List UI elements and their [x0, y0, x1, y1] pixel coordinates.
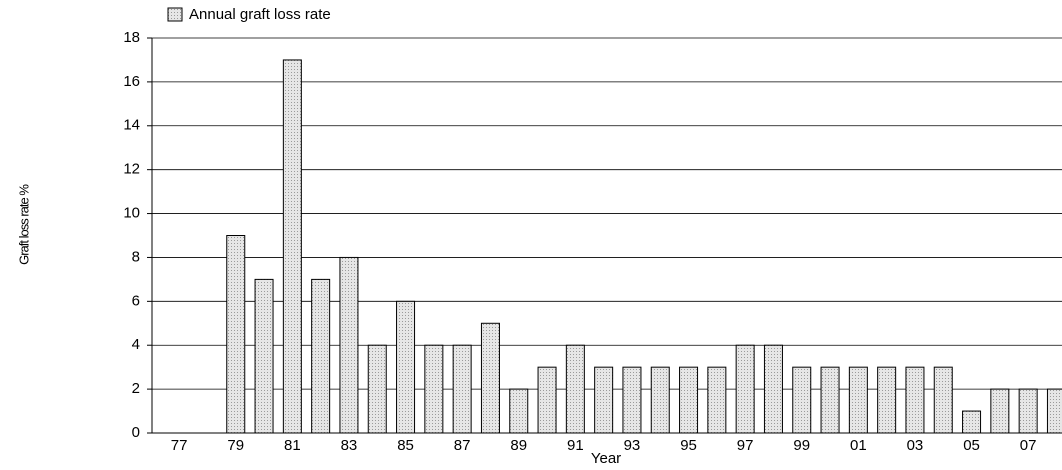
x-tick-label: 07	[1020, 437, 1037, 454]
y-tick-label: 12	[123, 161, 140, 178]
bar	[339, 256, 359, 434]
bar	[509, 388, 529, 434]
legend-swatch	[167, 7, 183, 22]
bar	[763, 344, 783, 434]
x-tick-label: 01	[850, 437, 867, 454]
bar	[396, 300, 416, 434]
bar	[1018, 388, 1038, 434]
y-axis-label: Graft loss rate %	[16, 184, 31, 265]
x-tick-label: 79	[227, 437, 244, 454]
x-tick-label: 83	[341, 437, 358, 454]
x-tick-label: 87	[454, 437, 471, 454]
x-axis-label: Year	[591, 450, 621, 467]
bar	[565, 344, 585, 434]
y-tick-label: 18	[123, 29, 140, 46]
y-tick-label: 10	[123, 205, 140, 222]
x-tick-label: 05	[963, 437, 980, 454]
x-tick-label: 77	[171, 437, 188, 454]
x-tick-label: 95	[680, 437, 697, 454]
x-tick-label: 97	[737, 437, 754, 454]
bar	[367, 344, 387, 434]
y-tick-label: 4	[132, 336, 140, 353]
x-tick-label: 03	[907, 437, 924, 454]
bar	[537, 366, 557, 434]
bar	[594, 366, 614, 434]
x-tick-label: 93	[624, 437, 641, 454]
y-tick-label: 16	[123, 73, 140, 90]
bar	[650, 366, 670, 434]
bar	[226, 235, 246, 434]
bar	[820, 366, 840, 434]
x-tick-label: 91	[567, 437, 584, 454]
x-tick-label: 81	[284, 437, 301, 454]
y-tick-label: 2	[132, 380, 140, 397]
bar	[848, 366, 868, 434]
bar	[990, 388, 1010, 434]
bar	[877, 366, 897, 434]
legend-label: Annual graft loss rate	[189, 6, 331, 23]
bar	[933, 366, 953, 434]
bar	[282, 59, 302, 434]
y-tick-label: 6	[132, 292, 140, 309]
x-tick-label: 89	[510, 437, 527, 454]
y-tick-label: 0	[132, 424, 140, 441]
bar	[962, 410, 982, 434]
bar	[1046, 388, 1062, 434]
y-tick-label: 14	[123, 117, 140, 134]
bar	[679, 366, 699, 434]
bar	[480, 322, 500, 434]
bar	[254, 278, 274, 434]
bar	[424, 344, 444, 434]
bar	[622, 366, 642, 434]
x-tick-label: 99	[793, 437, 810, 454]
bar	[792, 366, 812, 434]
bar	[905, 366, 925, 434]
bar	[452, 344, 472, 434]
bar	[707, 366, 727, 434]
x-tick-label: 85	[397, 437, 414, 454]
bar	[311, 278, 331, 434]
y-tick-label: 8	[132, 248, 140, 265]
bar	[735, 344, 755, 434]
